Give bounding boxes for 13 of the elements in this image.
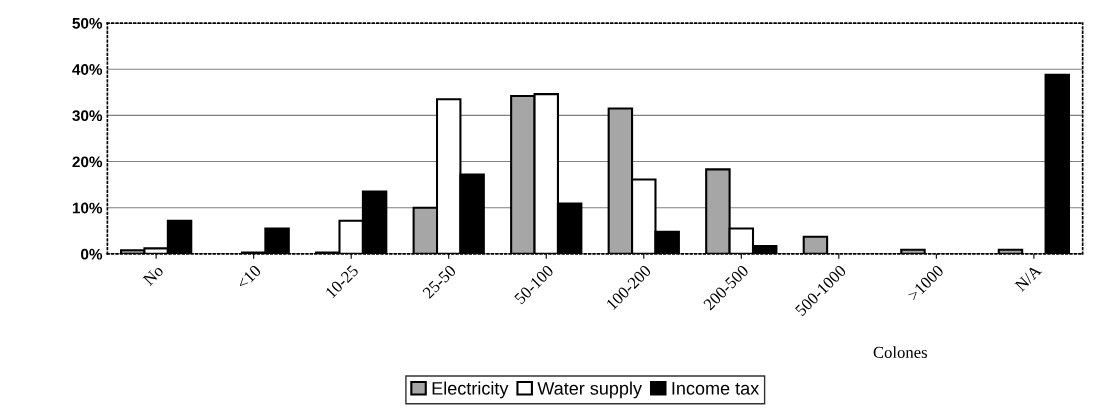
legend-label: Income tax bbox=[672, 382, 760, 395]
y-tick-label: 50% bbox=[72, 17, 103, 29]
x-tick-label: No bbox=[142, 264, 164, 286]
y-tick-label: 40% bbox=[72, 64, 103, 75]
x-tick-label: <10 bbox=[236, 264, 262, 290]
y-tick-label: 10% bbox=[72, 202, 103, 214]
y-tick-label: 0% bbox=[81, 248, 103, 260]
y-tick-label: 20% bbox=[72, 156, 103, 168]
legend-label: Electricity bbox=[432, 381, 509, 399]
legend-label: Water supply bbox=[537, 381, 642, 399]
x-tick-label: N/A bbox=[1014, 264, 1043, 292]
x-axis-title: Colones bbox=[873, 346, 927, 358]
y-tick-label: 30% bbox=[72, 110, 103, 122]
